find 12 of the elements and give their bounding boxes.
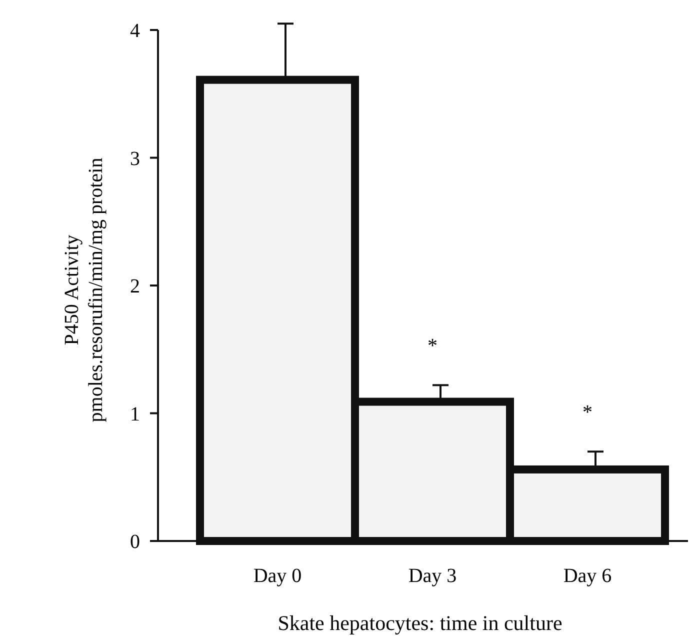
- y-tick-label: 0: [130, 531, 140, 553]
- y-tick-label: 3: [130, 148, 140, 170]
- x-tick-label: Day 6: [563, 565, 612, 587]
- y-tick-label: 2: [130, 276, 140, 298]
- x-tick-label: Day 0: [253, 565, 302, 587]
- x-axis-title: Skate hepatocytes: time in culture: [278, 611, 562, 635]
- y-axis-title: P450 Activity pmoles.resorufin/min/mg protein: [61, 158, 107, 422]
- annotation: *: [582, 402, 592, 424]
- y-tick-label: 1: [130, 403, 140, 426]
- y-tick-label: 4: [130, 20, 140, 42]
- x-tick-label: Day 3: [408, 565, 457, 587]
- annotation: *: [428, 335, 438, 358]
